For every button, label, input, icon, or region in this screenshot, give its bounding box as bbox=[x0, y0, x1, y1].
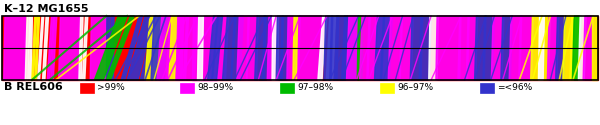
Polygon shape bbox=[4, 16, 26, 80]
Polygon shape bbox=[530, 16, 542, 80]
Polygon shape bbox=[212, 16, 223, 80]
Polygon shape bbox=[297, 16, 324, 80]
Polygon shape bbox=[572, 16, 581, 80]
Polygon shape bbox=[367, 16, 379, 80]
Text: 97–98%: 97–98% bbox=[297, 84, 333, 92]
Polygon shape bbox=[145, 16, 163, 80]
Polygon shape bbox=[491, 16, 504, 80]
Text: >99%: >99% bbox=[97, 84, 125, 92]
Polygon shape bbox=[410, 16, 423, 80]
Polygon shape bbox=[388, 16, 403, 80]
Polygon shape bbox=[223, 16, 236, 80]
Polygon shape bbox=[272, 16, 278, 80]
Polygon shape bbox=[578, 16, 586, 80]
Polygon shape bbox=[547, 16, 559, 80]
Bar bbox=[480, 83, 494, 93]
Polygon shape bbox=[359, 16, 370, 80]
Polygon shape bbox=[151, 16, 167, 80]
Polygon shape bbox=[140, 16, 160, 80]
Polygon shape bbox=[335, 16, 347, 80]
Polygon shape bbox=[214, 16, 229, 80]
Polygon shape bbox=[539, 16, 550, 80]
Polygon shape bbox=[429, 16, 438, 80]
Polygon shape bbox=[357, 16, 363, 80]
Polygon shape bbox=[82, 16, 88, 80]
Polygon shape bbox=[176, 16, 184, 80]
Polygon shape bbox=[127, 16, 155, 80]
Polygon shape bbox=[231, 16, 244, 80]
Polygon shape bbox=[280, 16, 289, 80]
Polygon shape bbox=[556, 16, 566, 80]
Polygon shape bbox=[51, 16, 57, 80]
Polygon shape bbox=[183, 16, 197, 80]
Polygon shape bbox=[419, 16, 431, 80]
Polygon shape bbox=[483, 16, 494, 80]
Polygon shape bbox=[59, 16, 79, 80]
Text: 96–97%: 96–97% bbox=[397, 84, 433, 92]
Polygon shape bbox=[25, 16, 30, 80]
Polygon shape bbox=[38, 16, 44, 80]
Text: K–12 MG1655: K–12 MG1655 bbox=[4, 4, 89, 14]
Bar bbox=[380, 83, 394, 93]
Bar bbox=[280, 83, 294, 93]
Polygon shape bbox=[94, 16, 127, 80]
Polygon shape bbox=[592, 16, 598, 80]
Polygon shape bbox=[287, 16, 300, 80]
Bar bbox=[2, 16, 598, 80]
Polygon shape bbox=[375, 16, 389, 80]
Polygon shape bbox=[43, 16, 49, 80]
Polygon shape bbox=[475, 16, 486, 80]
Polygon shape bbox=[293, 16, 298, 80]
Polygon shape bbox=[501, 16, 512, 80]
Polygon shape bbox=[563, 16, 573, 80]
Polygon shape bbox=[255, 16, 266, 80]
Text: B REL606: B REL606 bbox=[4, 82, 63, 92]
Text: 98–99%: 98–99% bbox=[197, 84, 233, 92]
Polygon shape bbox=[326, 16, 336, 80]
Polygon shape bbox=[106, 16, 110, 80]
Polygon shape bbox=[32, 16, 37, 80]
Polygon shape bbox=[318, 16, 327, 80]
Polygon shape bbox=[35, 16, 40, 80]
Bar bbox=[180, 83, 194, 93]
Polygon shape bbox=[324, 16, 333, 80]
Polygon shape bbox=[208, 16, 218, 80]
Polygon shape bbox=[519, 16, 533, 80]
Polygon shape bbox=[121, 16, 143, 80]
Polygon shape bbox=[191, 16, 217, 80]
Polygon shape bbox=[166, 16, 179, 80]
Polygon shape bbox=[262, 16, 271, 80]
Polygon shape bbox=[157, 16, 172, 80]
Polygon shape bbox=[538, 16, 544, 80]
Polygon shape bbox=[267, 16, 276, 80]
Polygon shape bbox=[466, 16, 478, 80]
Polygon shape bbox=[47, 16, 54, 80]
Polygon shape bbox=[29, 16, 32, 80]
Polygon shape bbox=[110, 16, 114, 80]
Polygon shape bbox=[79, 16, 83, 80]
Polygon shape bbox=[342, 16, 358, 80]
Text: =<96%: =<96% bbox=[497, 84, 532, 92]
Polygon shape bbox=[374, 16, 385, 80]
Polygon shape bbox=[106, 16, 134, 80]
Polygon shape bbox=[247, 16, 258, 80]
Polygon shape bbox=[570, 16, 579, 80]
Polygon shape bbox=[169, 16, 178, 80]
Polygon shape bbox=[346, 16, 359, 80]
Polygon shape bbox=[330, 16, 339, 80]
Polygon shape bbox=[436, 16, 461, 80]
Polygon shape bbox=[380, 16, 392, 80]
Polygon shape bbox=[509, 16, 522, 80]
Polygon shape bbox=[458, 16, 469, 80]
Bar bbox=[80, 83, 94, 93]
Polygon shape bbox=[583, 16, 593, 80]
Polygon shape bbox=[237, 16, 250, 80]
Polygon shape bbox=[175, 16, 188, 80]
Polygon shape bbox=[90, 16, 106, 80]
Polygon shape bbox=[197, 16, 203, 80]
Bar bbox=[2, 16, 598, 80]
Polygon shape bbox=[400, 16, 413, 80]
Polygon shape bbox=[276, 16, 283, 80]
